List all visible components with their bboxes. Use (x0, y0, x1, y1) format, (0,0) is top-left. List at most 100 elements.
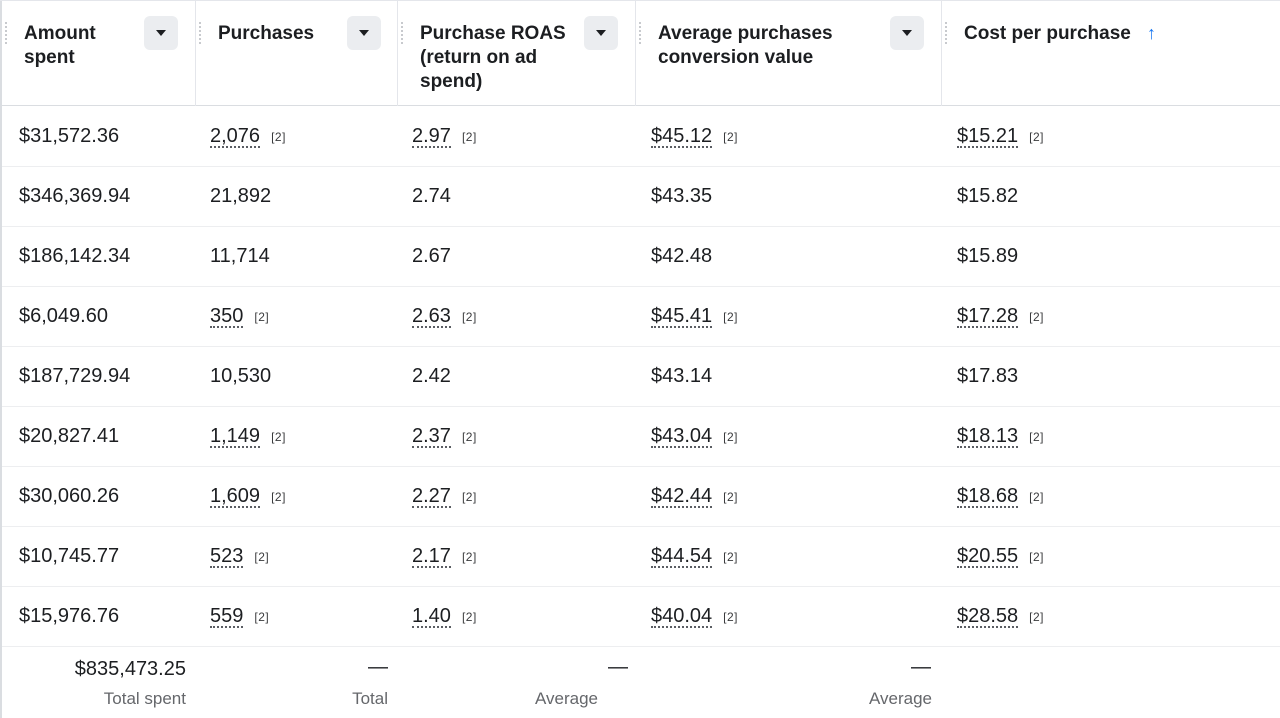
cell-value[interactable]: 523 (210, 544, 244, 568)
caret-down-icon (156, 30, 166, 36)
table-cell-cpp: $15.89 (957, 227, 1018, 286)
cell-footnote[interactable]: [2] (461, 129, 477, 144)
cell-value[interactable]: $45.12 (651, 124, 713, 148)
cell-value[interactable]: $17.28 (957, 304, 1019, 328)
cell-footnote[interactable]: [2] (461, 549, 477, 564)
cell-footnote[interactable]: [2] (1029, 429, 1045, 444)
table-header: Amount spent Purchases Purchase ROAS (re… (0, 0, 1280, 106)
table-cell-purchases: 2,076 [2] (210, 107, 286, 166)
table-cell-purchases: 21,892 (210, 167, 271, 226)
table-row[interactable]: $31,572.36 2,076 [2] 2.97 [2] $45.12 [2] $15.21… (2, 107, 1280, 167)
column-menu-button[interactable] (890, 16, 924, 50)
cell-footnote[interactable]: [2] (461, 489, 477, 504)
column-menu-button[interactable] (144, 16, 178, 50)
cell-value: $15,976.76 (19, 605, 120, 627)
cell-value[interactable]: 2.63 (412, 304, 451, 328)
table-row[interactable]: $186,142.34 11,714 2.67 $42.48 $15.89 (2, 227, 1280, 287)
cell-footnote[interactable]: [2] (723, 429, 739, 444)
column-drag-handle[interactable] (199, 21, 201, 45)
cell-footnote[interactable]: [2] (723, 549, 739, 564)
table-cell-purchases: 1,149 [2] (210, 407, 286, 466)
cell-footnote[interactable]: [2] (461, 429, 477, 444)
cell-value[interactable]: 559 (210, 604, 244, 628)
cell-value: 2.42 (412, 365, 451, 387)
cell-value[interactable]: $18.13 (957, 424, 1019, 448)
cell-footnote[interactable]: [2] (461, 609, 477, 624)
cell-value[interactable]: $44.54 (651, 544, 713, 568)
column-header-avg-conversion-value[interactable]: Average purchases conversion value (635, 1, 941, 106)
table-cell-cpp: $28.58 [2] (957, 587, 1044, 646)
table-row[interactable]: $6,049.60 350 [2] 2.63 [2] $45.41 [2] $17.28 [2] (2, 287, 1280, 347)
cell-value[interactable]: 2.97 (412, 124, 451, 148)
cell-footnote[interactable]: [2] (723, 309, 739, 324)
table-cell-roas: 1.40 [2] (412, 587, 477, 646)
column-menu-button[interactable] (584, 16, 618, 50)
cell-footnote[interactable]: [2] (723, 129, 739, 144)
table-cell-cpp: $15.82 (957, 167, 1018, 226)
cell-value[interactable]: 2.17 (412, 544, 451, 568)
column-drag-handle[interactable] (639, 21, 641, 45)
cell-value[interactable]: $42.44 (651, 484, 713, 508)
table-cell-roas: 2.74 (412, 167, 451, 226)
cell-value[interactable]: 1.40 (412, 604, 451, 628)
cell-value: $15.82 (957, 185, 1019, 207)
cell-value[interactable]: 2.27 (412, 484, 451, 508)
column-drag-handle[interactable] (945, 21, 947, 45)
cell-value[interactable]: $20.55 (957, 544, 1019, 568)
cell-footnote[interactable]: [2] (271, 429, 286, 444)
table-row[interactable]: $10,745.77 523 [2] 2.17 [2] $44.54 [2] $20.55 [2… (2, 527, 1280, 587)
table-cell-purchases: 1,609 [2] (210, 467, 286, 526)
column-header-purchases[interactable]: Purchases (195, 1, 397, 106)
table-cell-roas: 2.27 [2] (412, 467, 477, 526)
cell-footnote[interactable]: [2] (271, 489, 286, 504)
caret-down-icon (596, 30, 606, 36)
cell-footnote[interactable]: [2] (1029, 309, 1045, 324)
table-cell-avg-value: $43.14 (651, 347, 712, 406)
cell-value[interactable]: $43.04 (651, 424, 713, 448)
cell-footnote[interactable]: [2] (723, 489, 739, 504)
table-row[interactable]: $15,976.76 559 [2] 1.40 [2] $40.04 [2] $28.58 [2… (2, 587, 1280, 647)
column-drag-handle[interactable] (5, 21, 7, 45)
table-row[interactable]: $20,827.41 1,149 [2] 2.37 [2] $43.04 [2] $18.13… (2, 407, 1280, 467)
cell-value[interactable]: 2.37 (412, 424, 451, 448)
cell-value[interactable]: 1,149 (210, 424, 261, 448)
cell-footnote[interactable]: [2] (1029, 609, 1045, 624)
table-row[interactable]: $30,060.26 1,609 [2] 2.27 [2] $42.44 [2] $18.68… (2, 467, 1280, 527)
footer-total-spent-label: Total spent (103, 689, 186, 708)
table-row[interactable]: $187,729.94 10,530 2.42 $43.14 $17.83 (2, 347, 1280, 407)
column-header-purchase-roas[interactable]: Purchase ROAS (return on ad spend) (397, 1, 635, 106)
column-label: Purchases (218, 23, 315, 44)
arrow-up-icon[interactable]: ↑ (1147, 23, 1156, 43)
cell-value: 21,892 (210, 185, 272, 207)
table-cell-roas: 2.42 (412, 347, 451, 406)
cell-footnote[interactable]: [2] (254, 309, 270, 324)
cell-footnote[interactable]: [2] (254, 609, 270, 624)
cell-footnote[interactable]: [2] (461, 309, 477, 324)
cell-footnote[interactable]: [2] (1029, 549, 1045, 564)
cell-footnote[interactable]: [2] (271, 129, 286, 144)
cell-value[interactable]: $18.68 (957, 484, 1019, 508)
column-drag-handle[interactable] (401, 21, 403, 45)
cell-value[interactable]: $40.04 (651, 604, 713, 628)
cell-value[interactable]: 350 (210, 304, 244, 328)
column-menu-button[interactable] (347, 16, 381, 50)
column-header-amount-spent[interactable]: Amount spent (2, 1, 195, 106)
footer-avg-value-value: — (911, 656, 931, 678)
table-row[interactable]: $346,369.94 21,892 2.74 $43.35 $15.82 (2, 167, 1280, 227)
cell-value: $15.89 (957, 245, 1019, 267)
cell-footnote[interactable]: [2] (254, 549, 270, 564)
cell-value[interactable]: 1,609 (210, 484, 261, 508)
cell-value[interactable]: $28.58 (957, 604, 1019, 628)
cell-footnote[interactable]: [2] (723, 609, 739, 624)
cell-value[interactable]: 2,076 (210, 124, 261, 148)
table-cell-purchases: 10,530 (210, 347, 271, 406)
cell-footnote[interactable]: [2] (1029, 489, 1045, 504)
column-header-cost-per-purchase[interactable]: Cost per purchase ↑ (941, 1, 1280, 106)
table-cell-avg-value: $45.41 [2] (651, 287, 738, 346)
cell-value: $346,369.94 (19, 185, 131, 207)
cell-value[interactable]: $15.21 (957, 124, 1019, 148)
cell-value[interactable]: $45.41 (651, 304, 713, 328)
table-cell-roas: 2.63 [2] (412, 287, 477, 346)
table-cell-roas: 2.97 [2] (412, 107, 477, 166)
cell-footnote[interactable]: [2] (1029, 129, 1045, 144)
